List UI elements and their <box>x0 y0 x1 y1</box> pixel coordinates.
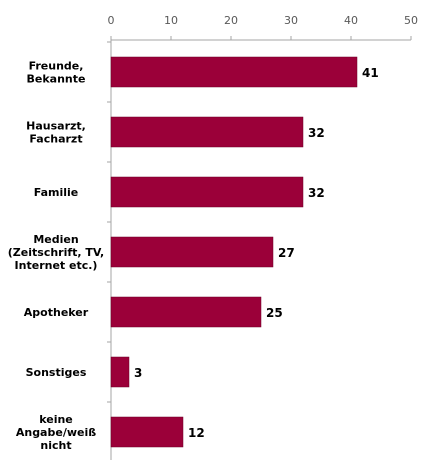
category-label-line: Internet etc.) <box>15 259 98 272</box>
category-label-line: Medien <box>33 233 78 246</box>
category-label: Sonstiges <box>26 366 87 379</box>
x-tick-label: 40 <box>344 14 358 27</box>
category-label-line: Angabe/weiß <box>16 426 96 439</box>
category-label: Freunde, Bekannte <box>27 60 86 86</box>
x-tick-label: 10 <box>164 14 178 27</box>
x-tick-label: 30 <box>284 14 298 27</box>
category-label-line: keine <box>39 413 73 426</box>
bar <box>110 296 262 328</box>
data-label: 41 <box>362 66 379 80</box>
category-label-line: Familie <box>34 186 79 199</box>
category-label-line: Freunde, <box>29 60 84 73</box>
bar <box>110 176 304 208</box>
category-label-line: Sonstiges <box>26 366 87 379</box>
bar <box>110 236 274 268</box>
bar <box>110 56 358 88</box>
data-label: 27 <box>278 246 295 260</box>
bars <box>110 56 358 448</box>
category-label: Apotheker <box>24 306 89 319</box>
category-label-line: nicht <box>40 439 71 452</box>
bar <box>110 356 130 388</box>
data-label: 12 <box>188 426 205 440</box>
data-label: 32 <box>308 186 325 200</box>
x-tick-label: 20 <box>224 14 238 27</box>
category-labels: Freunde, Bekannte Hausarzt, Facharzt Familie… <box>8 60 104 453</box>
category-label-line: Hausarzt, <box>26 120 86 133</box>
bar <box>110 416 184 448</box>
category-label: keine Angabe/weiß nicht <box>16 413 96 452</box>
x-axis: 0 10 20 30 40 50 <box>107 14 418 460</box>
x-tick-label: 50 <box>404 14 418 27</box>
category-label-line: (Zeitschrift, TV, <box>8 246 104 259</box>
data-label: 25 <box>266 306 283 320</box>
data-label: 32 <box>308 126 325 140</box>
data-label: 3 <box>134 366 142 380</box>
category-label-line: Apotheker <box>24 306 89 319</box>
category-label-line: Facharzt <box>29 133 82 146</box>
category-label: Hausarzt, Facharzt <box>26 120 86 146</box>
category-label: Familie <box>34 186 79 199</box>
x-tick-label: 0 <box>108 14 115 27</box>
data-labels: 41 32 32 27 25 3 12 <box>134 66 379 440</box>
category-label-line: Bekannte <box>27 73 86 86</box>
category-label: Medien (Zeitschrift, TV, Internet etc.) <box>8 233 104 272</box>
bar <box>110 116 304 148</box>
